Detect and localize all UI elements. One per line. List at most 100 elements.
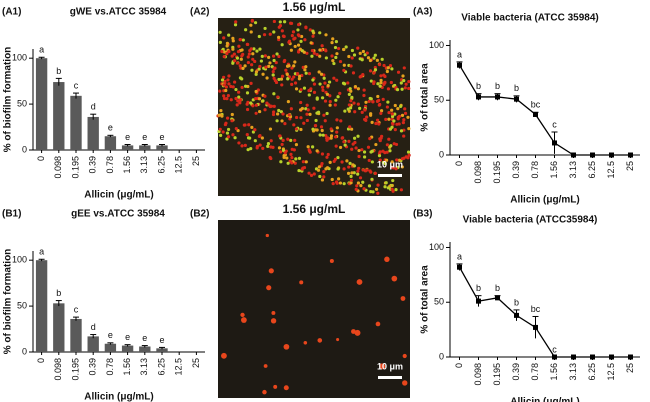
cell [358,176,363,180]
cell [356,102,360,106]
marker [571,354,576,360]
cell [249,101,253,105]
cell [253,21,258,25]
cell [378,138,382,143]
cell [379,111,383,115]
panel-label: (B3) [413,209,432,220]
chart-title: gWE vs.ATCC 35984 [70,7,167,18]
x-axis-label: Allicin (μg/mL) [510,195,579,206]
cell [312,82,317,86]
cell [234,87,238,92]
marker [609,152,614,158]
cell [358,106,362,110]
cell [330,177,334,182]
cell [386,100,390,104]
cell [311,29,315,33]
cell [229,84,233,89]
cell [383,185,387,189]
cell [294,142,299,147]
cell [352,171,356,175]
y-tick-label: 50 [17,98,27,108]
significance-letter: e [108,330,113,340]
cell [268,268,274,274]
x-axis-label: Allicin (μg/mL) [84,190,153,201]
cell [233,59,237,63]
cell [277,37,281,42]
cell [280,119,284,123]
significance-letter: e [125,132,130,142]
cell [301,160,305,164]
x-tick-label: 1.56 [122,156,132,174]
cell [370,160,374,164]
cell [226,135,231,139]
cell [304,65,308,69]
cell [251,57,255,61]
significance-letter: c [552,344,557,354]
cell [290,33,294,38]
cell [224,88,228,93]
bar [70,318,82,352]
cell [235,61,240,65]
cell [349,64,353,68]
cell [268,155,272,160]
cell [332,61,336,66]
cell [356,279,363,285]
scale-label: 10 μm [377,159,403,169]
marker [457,264,462,270]
cell [318,133,322,137]
cell [231,36,235,41]
cell [296,50,301,54]
cell [337,177,341,181]
cell [318,174,322,179]
cell [245,91,250,95]
significance-letter: a [457,49,462,59]
cell [254,103,258,107]
cell [383,162,387,166]
cell [378,158,382,162]
cell [290,82,294,86]
cell [370,120,374,124]
cell [394,167,398,171]
x-tick-label: 1.56 [549,363,559,381]
cell [338,181,343,185]
cell [320,44,324,48]
cell [325,155,329,159]
cell [271,73,275,77]
cell [289,107,293,111]
cell [364,100,368,104]
cell [379,78,383,82]
cell [237,141,241,145]
cell [295,72,300,76]
cell [400,157,405,161]
cell [311,78,315,82]
cell [370,177,374,181]
cell [290,155,294,160]
cell [253,96,258,101]
cell [266,285,272,291]
cell [318,82,322,86]
cell [267,103,271,107]
cell [231,133,235,137]
cell [226,94,230,98]
cell [283,151,287,155]
cell [243,143,247,148]
cell [343,143,347,147]
cell [315,149,319,153]
cell [322,76,326,80]
cell [402,66,406,70]
x-tick-label: 0.78 [530,161,540,179]
cell [311,34,315,38]
cell [291,30,296,34]
cell [277,35,281,39]
cell [350,95,354,99]
cell [396,107,400,111]
cell [234,96,238,101]
cell [299,39,303,43]
cell [278,24,283,28]
cell [253,139,257,143]
cell [296,23,301,27]
cell [330,41,334,45]
cell [246,60,250,65]
significance-letter: e [108,123,113,133]
x-tick-label: 6.25 [156,156,166,174]
